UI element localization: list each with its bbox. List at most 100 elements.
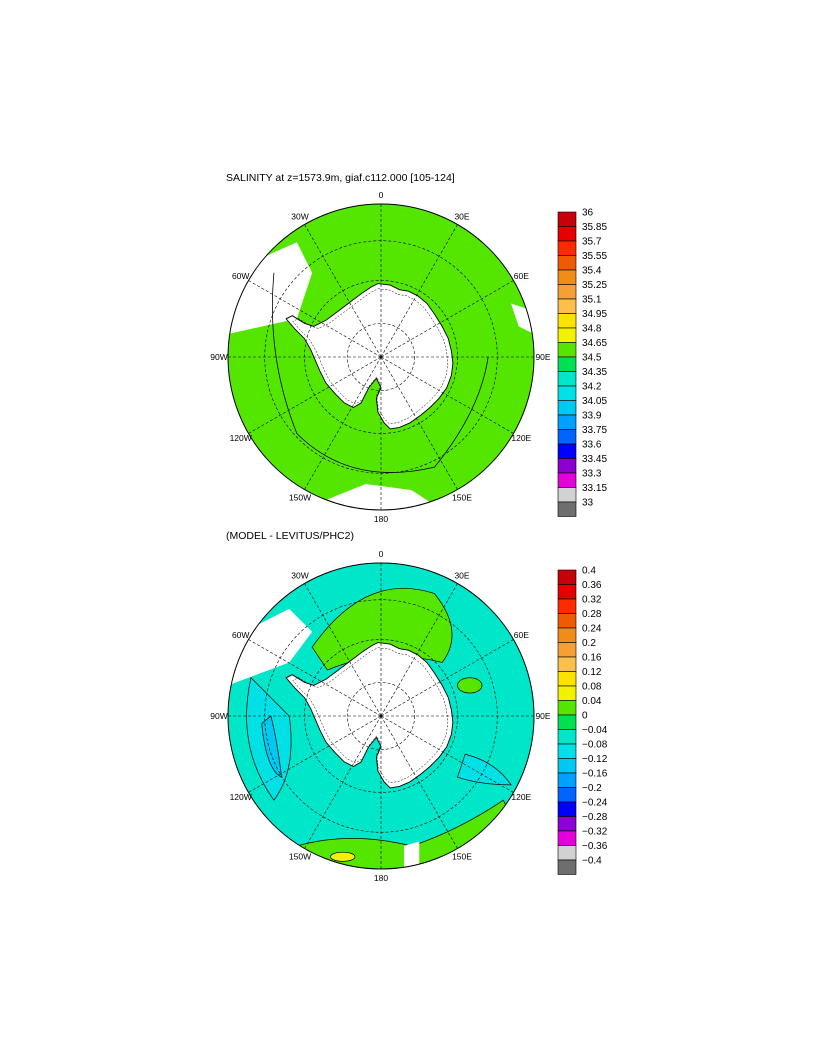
colorbar-label: 33.15 xyxy=(582,483,607,494)
colorbar-swatch xyxy=(557,671,577,687)
colorbar-swatch xyxy=(557,255,577,271)
colorbar-label: 0.08 xyxy=(582,682,602,693)
missing-data-south xyxy=(403,841,420,869)
colorbar-swatch xyxy=(557,685,577,701)
positive-anomaly-east xyxy=(457,677,483,694)
colorbar-label: 36 xyxy=(582,208,594,219)
colorbar-label: 34.2 xyxy=(582,382,602,393)
colorbar-swatch xyxy=(557,371,577,387)
panel2-title: (MODEL - LEVITUS/PHC2) xyxy=(226,530,354,542)
panel-1-map: 0 30E 60E 90E 120E 150E 180 150W 120W 90W 60W 30W xyxy=(210,190,551,524)
colorbar-swatch xyxy=(557,269,577,285)
colorbar-label: −0.36 xyxy=(582,841,608,852)
colorbar-label: −0.32 xyxy=(582,827,608,838)
colorbar-label: 33.6 xyxy=(582,440,602,451)
colorbar-label: 0.24 xyxy=(582,624,602,635)
colorbar-swatch xyxy=(557,743,577,759)
colorbar-swatch xyxy=(557,830,577,846)
meridian-line xyxy=(380,639,514,717)
colorbar-label: 34.05 xyxy=(582,396,607,407)
colorbar-label: 0.04 xyxy=(582,696,602,707)
colorbar-label: 33 xyxy=(582,498,594,509)
panel-1-colorbar: 36 35.85 35.7 35.55 35.4 35.25 35.1 34.95 34.8 34… xyxy=(557,208,607,517)
missing-data-west xyxy=(228,608,313,686)
panel1-title: SALINITY at z=1573.9m, giaf.c112.000 [10… xyxy=(226,172,455,184)
colorbar-swatch xyxy=(557,700,577,716)
colorbar-swatch xyxy=(557,758,577,774)
panel-2-colorbar: 0.4 0.36 0.32 0.28 0.24 0.2 0.16 0.12 0.08 0.04 0 −… xyxy=(557,566,608,875)
colorbar-label: 0.4 xyxy=(582,566,596,577)
colorbar-swatch xyxy=(557,501,577,517)
colorbar-swatch xyxy=(557,342,577,358)
meridian-line xyxy=(304,583,382,717)
colorbar-swatch xyxy=(557,400,577,416)
longitude-label: 180 xyxy=(374,873,388,883)
colorbar-label: 34.8 xyxy=(582,324,602,335)
colorbar-label: 34.65 xyxy=(582,338,607,349)
colorbar-swatch xyxy=(557,211,577,227)
meridian-line xyxy=(304,224,382,358)
colorbar-label: 35.1 xyxy=(582,295,602,306)
colorbar-swatch xyxy=(557,816,577,832)
colorbar-swatch xyxy=(557,787,577,803)
meridian-line xyxy=(248,280,382,358)
colorbar-swatch xyxy=(557,356,577,372)
colorbar-label: 33.9 xyxy=(582,411,602,422)
colorbar-swatch xyxy=(557,584,577,600)
colorbar-label: 0.2 xyxy=(582,638,596,649)
longitude-label: 120E xyxy=(511,792,531,802)
longitude-label: 0 xyxy=(379,190,384,200)
meridian-line xyxy=(380,224,458,358)
colorbar-swatch xyxy=(557,859,577,875)
colorbar-label: 34.35 xyxy=(582,367,607,378)
ice-shelf-outline xyxy=(292,647,449,784)
longitude-label: 90W xyxy=(210,711,227,721)
colorbar-label: 0.12 xyxy=(582,667,602,678)
longitude-label: 30W xyxy=(291,571,308,581)
colorbar-swatch xyxy=(557,845,577,861)
meridian-line xyxy=(304,715,382,849)
colorbar-label: 0.28 xyxy=(582,609,602,620)
longitude-label: 0 xyxy=(379,549,384,559)
ocean-field xyxy=(228,563,534,869)
meridian-line xyxy=(248,356,382,434)
longitude-label: 30E xyxy=(454,212,469,222)
colorbar-swatch xyxy=(557,458,577,474)
longitude-label: 60E xyxy=(514,630,529,640)
colorbar-label: 33.45 xyxy=(582,454,607,465)
max-anomaly-spot xyxy=(330,851,356,862)
longitude-label: 120W xyxy=(230,433,252,443)
colorbar-swatch xyxy=(557,801,577,817)
longitude-label: 120E xyxy=(511,433,531,443)
colorbar-label: 34.5 xyxy=(582,353,602,364)
colorbar-swatch xyxy=(557,429,577,445)
colorbar-label: −0.08 xyxy=(582,740,608,751)
negative-anomaly-core xyxy=(261,715,282,778)
colorbar-label: −0.4 xyxy=(582,856,602,867)
colorbar-label: 34.95 xyxy=(582,309,607,320)
colorbar-swatch xyxy=(557,327,577,343)
meridian-line xyxy=(380,715,458,849)
longitude-label: 60W xyxy=(232,630,249,640)
longitude-label: 150W xyxy=(289,492,311,502)
colorbar-label: −0.12 xyxy=(582,754,608,765)
colorbar-label: 0.32 xyxy=(582,595,602,606)
colorbar-label: 35.85 xyxy=(582,222,607,233)
colorbar-swatch xyxy=(557,313,577,329)
latitude-circle xyxy=(347,323,415,391)
colorbar-label: 33.75 xyxy=(582,425,607,436)
ocean-field xyxy=(228,204,534,510)
colorbar-swatch xyxy=(557,298,577,314)
colorbar-label: −0.16 xyxy=(582,769,608,780)
colorbar-swatch xyxy=(557,627,577,643)
colorbar-label: −0.24 xyxy=(582,798,608,809)
colorbar-swatch xyxy=(557,569,577,585)
colorbar-swatch xyxy=(557,240,577,256)
colorbar-label: 0.36 xyxy=(582,580,602,591)
meridian-line xyxy=(380,280,514,358)
map-boundary xyxy=(227,562,535,870)
colorbar-label: 35.4 xyxy=(582,266,602,277)
colorbar-swatch xyxy=(557,613,577,629)
longitude-label: 150W xyxy=(289,851,311,861)
